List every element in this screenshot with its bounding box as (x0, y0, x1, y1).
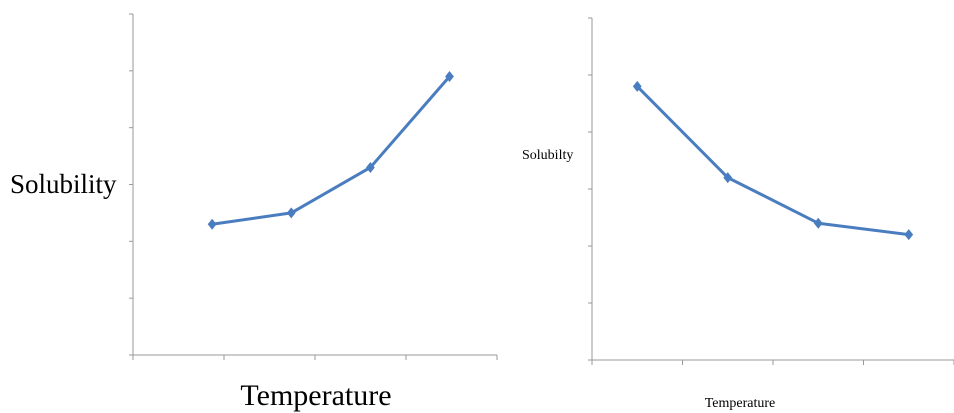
chart-left-y-axis-label: Solubility (10, 169, 117, 199)
chart-right-x-axis-label: Temperature (705, 396, 776, 411)
chart-left-x-axis-label: Temperature (240, 379, 391, 412)
chart-right-y-axis-label: Solubilty (522, 148, 573, 163)
chart-left-series-line (210, 75, 452, 226)
chart-right-data-point (723, 172, 733, 184)
chart-right-data-point (632, 80, 642, 92)
chart-left-axes (129, 13, 498, 360)
chart-left: Solubility Temperature (10, 13, 498, 412)
chart-right-data-point (813, 217, 823, 229)
chart-right-axes (588, 17, 954, 365)
chart-left-data-point (207, 218, 217, 230)
chart-right: Solubilty Temperature (522, 17, 954, 411)
chart-left-data-point (286, 207, 296, 219)
chart-left-series (207, 71, 454, 230)
chart-left-data-point (365, 161, 375, 173)
chart-right-series (632, 80, 914, 241)
chart-right-data-point (904, 229, 914, 241)
chart-left-data-point (445, 71, 454, 83)
chart-right-series-line (635, 84, 911, 237)
